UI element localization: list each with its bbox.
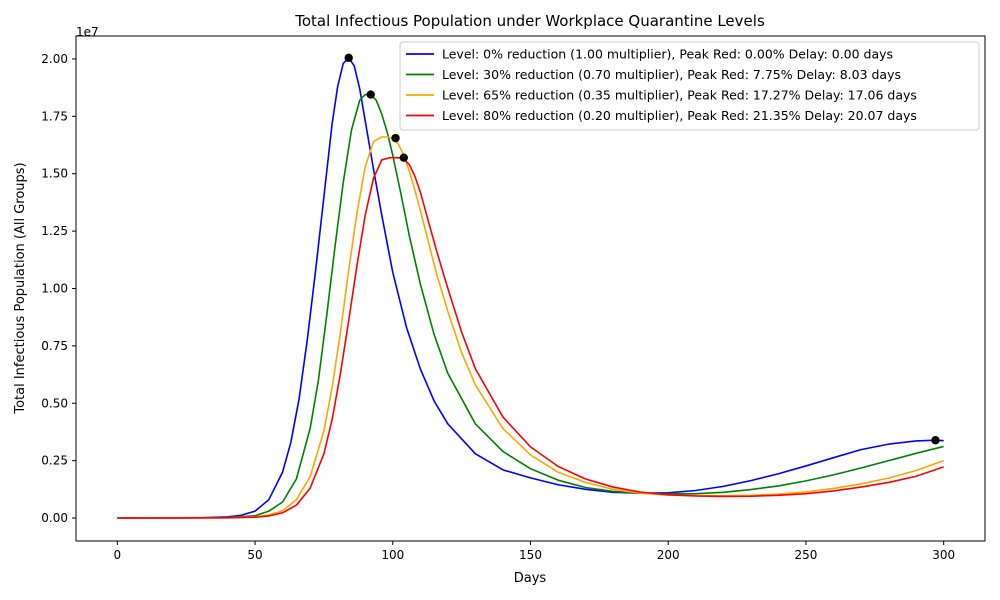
- legend-box: [399, 41, 980, 131]
- x-tick-label: 50: [247, 548, 262, 562]
- series-line-1: [117, 93, 944, 519]
- y-tick-label: 0.75: [41, 339, 68, 353]
- x-axis-label: Days: [514, 571, 547, 586]
- peak-marker-3: [399, 153, 408, 162]
- peak-marker-4: [931, 436, 940, 445]
- legend-entry-2: Level: 65% reduction (0.35 multiplier), …: [442, 88, 917, 103]
- y-tick-label: 2.00: [41, 52, 68, 66]
- peak-marker-0: [344, 53, 353, 63]
- y-tick-label: 1.25: [41, 224, 68, 238]
- y-tick-label: 1.75: [41, 109, 68, 123]
- y-tick-label: 0.25: [41, 454, 68, 468]
- y-tick-label: 1.00: [41, 282, 68, 296]
- y-tick-label: 0.50: [41, 396, 68, 410]
- x-tick-label: 100: [381, 548, 404, 562]
- x-tick-label: 200: [657, 548, 680, 562]
- series-line-0: [117, 57, 944, 519]
- chart-title: Total Infectious Population under Workpl…: [294, 12, 765, 30]
- y-offset-label: 1e7: [76, 25, 99, 39]
- x-tick-label: 150: [519, 548, 542, 562]
- x-tick-label: 250: [795, 548, 818, 562]
- y-axis-label: Total Infectious Population (All Groups): [13, 162, 28, 414]
- x-tick-label: 300: [932, 548, 955, 562]
- peak-marker-1: [366, 90, 375, 99]
- y-axis-ticks: 0.00 0.25 0.50 0.75 1.00 1.25 1.50 1.75 2.00: [41, 52, 76, 525]
- legend: Level: 0% reduction (1.00 multiplier), P…: [399, 41, 980, 131]
- peak-marker-2: [391, 133, 400, 143]
- y-tick-label: 1.50: [41, 167, 68, 181]
- legend-entry-1: Level: 30% reduction (0.70 multiplier), …: [442, 67, 901, 82]
- series-line-3: [117, 156, 944, 519]
- legend-entry-0: Level: 0% reduction (1.00 multiplier), P…: [442, 47, 893, 62]
- y-tick-label: 0.00: [41, 511, 68, 525]
- x-tick-label: 0: [113, 548, 121, 562]
- x-axis-ticks: 0 50 100 150 200 250 300: [113, 541, 955, 562]
- series-line-2: [117, 136, 944, 519]
- legend-entry-3: Level: 80% reduction (0.20 multiplier), …: [442, 108, 917, 123]
